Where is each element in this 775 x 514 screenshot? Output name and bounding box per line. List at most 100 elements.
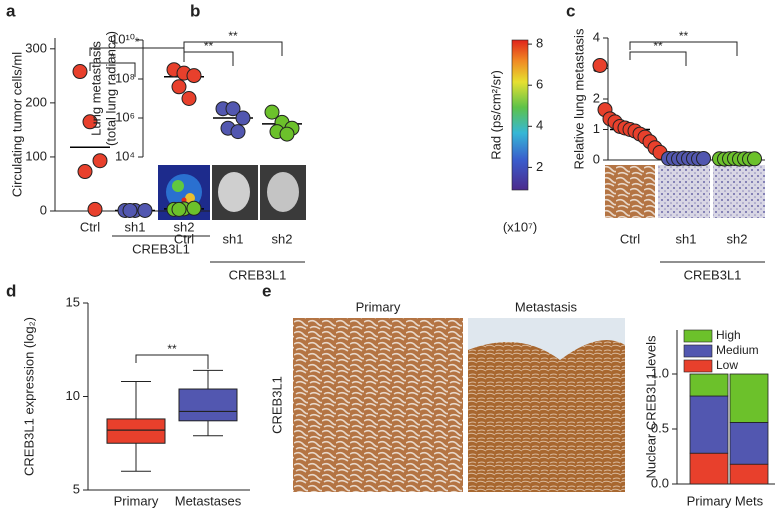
data-point: [171, 201, 187, 217]
y-tick-label: 100: [25, 148, 47, 163]
y-axis-label: (total lung radiance): [103, 31, 118, 146]
data-point: [171, 79, 187, 95]
y-tick-label: 2: [593, 90, 600, 105]
legend-swatch: [683, 359, 713, 373]
imaging-row: [158, 165, 306, 220]
x-tick-label: sh2: [272, 231, 293, 246]
significance-label: **: [228, 29, 238, 43]
group-label: CREB3L1: [684, 267, 742, 282]
x-tick-label: sh2: [174, 219, 195, 234]
data-point: [186, 200, 202, 216]
ihc-row: [605, 165, 765, 218]
significance-bracket: [183, 51, 234, 66]
data-point: [225, 101, 241, 117]
image-signal: [181, 197, 187, 203]
y-axis-label: CREB3L1 expression (log₂): [21, 317, 36, 476]
data-point: [122, 202, 138, 218]
y-axis-label: Lung metastasis: [88, 41, 103, 136]
panel-label: c: [566, 1, 575, 20]
data-point: [264, 104, 280, 120]
data-point: [181, 91, 197, 106]
image-row-label: CREB3L1: [269, 376, 284, 434]
significance-label: **: [204, 39, 214, 53]
y-tick-label: 10: [66, 388, 80, 403]
data-point: [82, 114, 98, 130]
y-tick-label: 0.5: [651, 420, 669, 435]
y-axis-label: Nuclear CREB3L1 levels: [643, 335, 658, 479]
significance-bracket: [629, 51, 687, 66]
panel-label: e: [262, 281, 271, 300]
y-tick-label: 10⁶: [115, 109, 135, 124]
data-point: [235, 110, 251, 126]
image: [713, 165, 765, 218]
bar-segment: [729, 463, 769, 485]
data-point: [747, 151, 762, 167]
data-point: [137, 202, 153, 218]
x-tick-label: Primary: [114, 493, 159, 508]
data-point: [592, 57, 608, 73]
box: [106, 418, 166, 444]
colorbar-scale: (x10⁷): [503, 219, 537, 234]
x-tick-label: Mets: [735, 493, 764, 508]
colorbar-tick-label: 6: [536, 77, 543, 92]
x-tick-label: sh1: [125, 219, 146, 234]
image: [605, 165, 655, 218]
x-tick-label: Metastases: [175, 493, 242, 508]
y-axis-label: Relative lung metastasis: [571, 28, 586, 169]
y-tick-label: 300: [25, 40, 47, 55]
image: [293, 318, 463, 492]
y-tick-label: 0: [593, 151, 600, 166]
panel-label: b: [190, 1, 200, 20]
colorbar-tick-label: 2: [536, 159, 543, 174]
significance-bracket: [629, 41, 738, 56]
data-point: [77, 164, 93, 180]
legend-swatch: [683, 344, 713, 358]
data-point: [696, 150, 711, 166]
y-tick-label: 10⁸: [115, 70, 135, 85]
bar-segment: [729, 421, 769, 465]
data-point: [230, 124, 246, 140]
panel-label: a: [6, 1, 16, 20]
data-point: [92, 153, 108, 169]
data-point: [87, 201, 103, 217]
x-tick-label: sh1: [676, 231, 697, 246]
y-tick-label: 200: [25, 94, 47, 109]
data-point: [186, 68, 202, 84]
significance-label: *: [135, 35, 140, 49]
y-tick-label: 5: [73, 481, 80, 496]
image: [468, 340, 625, 492]
colorbar-label: Rad (ps/cm²/sr): [488, 70, 503, 160]
significance-bracket: [135, 354, 209, 369]
group-label: CREB3L1: [132, 241, 190, 256]
data-point: [279, 126, 295, 142]
legend-label: Medium: [716, 343, 759, 357]
bar-segment: [729, 373, 769, 423]
image-signal: [172, 180, 184, 192]
data-point: [72, 64, 88, 80]
image-lung: [267, 172, 299, 212]
y-tick-label: 10¹⁰: [111, 31, 135, 46]
significance-label: **: [653, 39, 663, 53]
x-tick-label: Primary: [687, 493, 732, 508]
bar-segment: [689, 373, 729, 397]
legend-label: Low: [716, 358, 738, 372]
box: [178, 388, 238, 422]
x-tick-label: Ctrl: [620, 231, 640, 246]
significance-label: **: [679, 29, 689, 43]
x-tick-label: sh1: [223, 231, 244, 246]
image: [658, 165, 710, 218]
image-label: Primary: [356, 299, 401, 314]
image-lung: [218, 172, 250, 212]
group-label: CREB3L1: [229, 267, 287, 282]
y-axis-label: Circulating tumor cells/ml: [9, 52, 24, 197]
legend-label: High: [716, 328, 741, 342]
significance-label: **: [167, 342, 177, 356]
bar-segment: [689, 452, 729, 485]
image-label: Metastasis: [515, 299, 578, 314]
panel-label: d: [6, 281, 16, 300]
legend-swatch: [683, 329, 713, 343]
significance-bracket: [183, 41, 283, 56]
colorbar: [511, 39, 529, 191]
colorbar-tick-label: 4: [536, 118, 543, 133]
